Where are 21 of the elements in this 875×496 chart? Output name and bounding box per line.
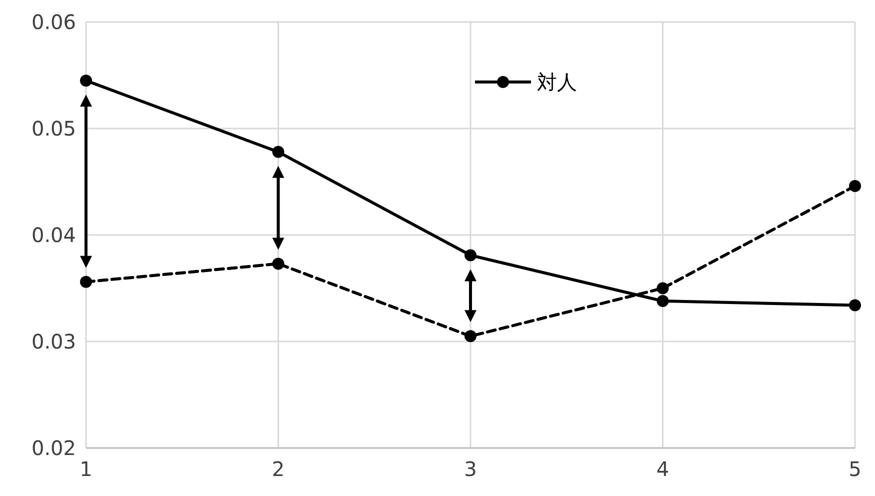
x-tick-label: 1 <box>80 457 92 481</box>
point <box>272 146 284 158</box>
y-tick-label: 0.02 <box>31 436 76 460</box>
point <box>656 282 669 294</box>
legend-label: 対人 <box>537 70 577 94</box>
y-tick-label: 0.06 <box>31 10 76 34</box>
x-tick-label: 5 <box>848 457 862 481</box>
point <box>656 295 669 308</box>
y-tick-label: 0.04 <box>31 223 76 247</box>
point <box>849 180 861 192</box>
point <box>80 74 92 87</box>
x-tick-label: 3 <box>464 457 477 481</box>
point <box>272 258 284 270</box>
point <box>464 249 476 262</box>
x-tick-label: 2 <box>272 457 285 481</box>
y-tick-label: 0.03 <box>31 330 76 354</box>
point <box>80 276 92 288</box>
point <box>464 330 476 342</box>
y-tick-label: 0.05 <box>31 116 76 140</box>
point <box>849 299 861 312</box>
x-tick-label: 4 <box>656 457 670 481</box>
